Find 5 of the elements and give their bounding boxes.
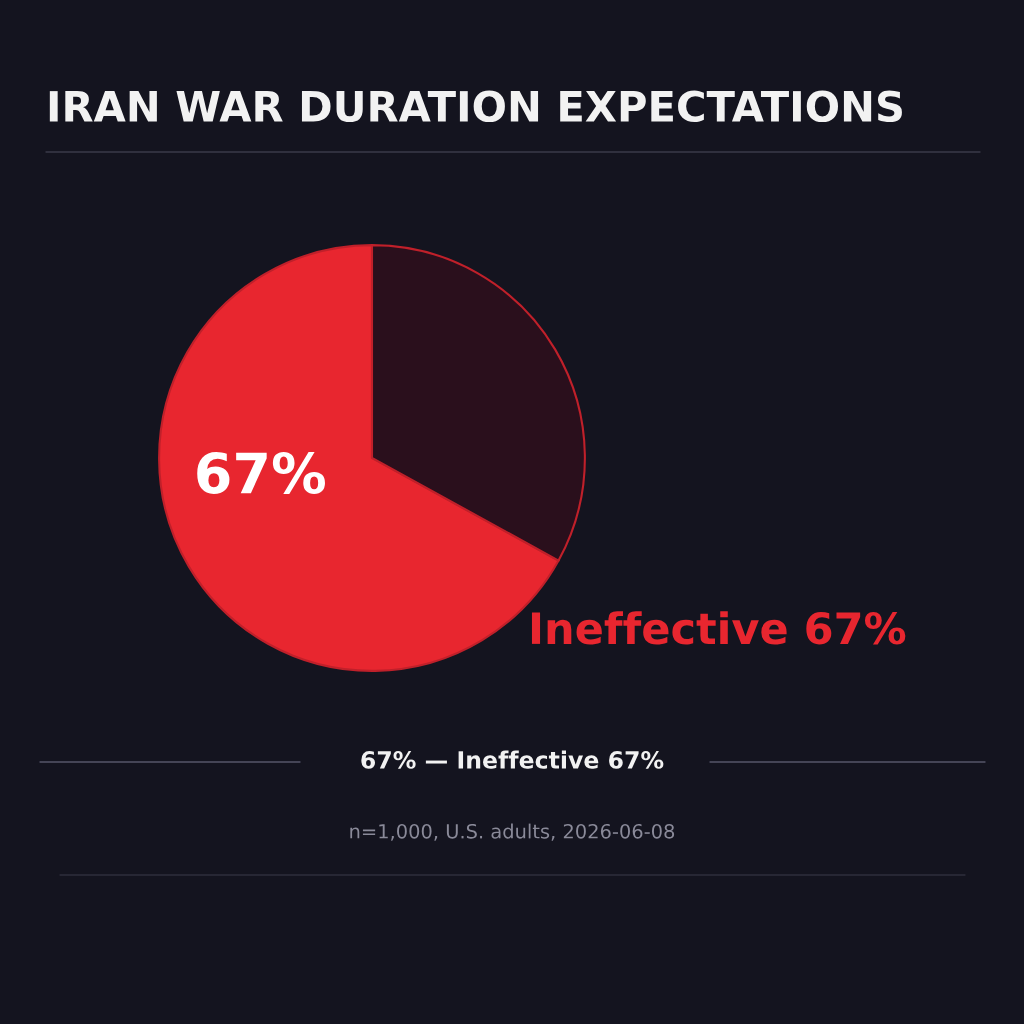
slice-label: Ineffective 67% (531, 611, 906, 645)
text: 67% — Ineffective 67% (361, 750, 664, 769)
text: n=1,000, U.S. adults, 2026-06-08 (350, 823, 675, 841)
data-label: 67% (197, 451, 325, 494)
chart-title: IRAN WAR DURATION EXPECTATIONS (49, 90, 902, 123)
